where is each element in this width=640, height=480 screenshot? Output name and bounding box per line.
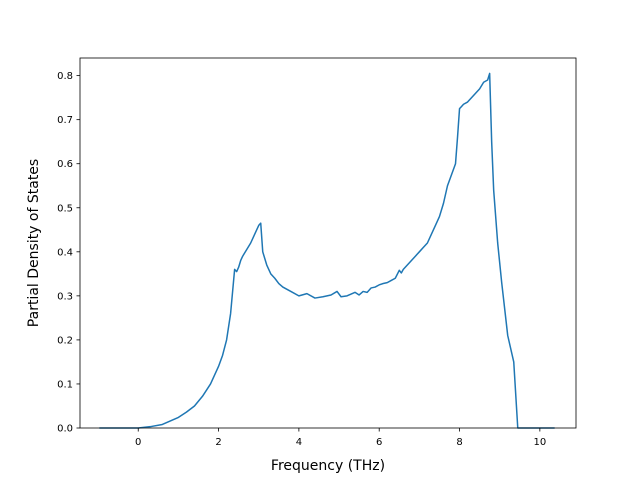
pdos-line — [99, 72, 555, 429]
y-tick-label: 0.6 — [57, 159, 73, 170]
x-tick-label: 2 — [215, 437, 221, 448]
y-tick-label: 0.7 — [57, 115, 73, 126]
y-axis-title: Partial Density of States — [26, 159, 42, 327]
y-axis: 0.0 0.1 0.2 0.3 0.4 0.5 0.6 0.7 0.8 — [57, 71, 80, 435]
y-tick-label: 0.1 — [57, 379, 73, 390]
plot-area — [99, 72, 555, 429]
y-tick-label: 0.2 — [57, 335, 73, 346]
y-tick-label: 0.8 — [57, 71, 73, 82]
y-tick-label: 0.4 — [57, 247, 73, 258]
y-tick-label: 0.5 — [57, 203, 73, 214]
x-tick-label: 10 — [533, 437, 546, 448]
x-axis-title: Frequency (THz) — [271, 458, 385, 474]
x-tick-label: 4 — [296, 437, 302, 448]
axes-frame — [79, 57, 577, 429]
y-tick-label: 0.0 — [57, 424, 73, 435]
y-tick-label: 0.3 — [57, 291, 73, 302]
x-tick-label: 6 — [376, 437, 382, 448]
x-tick-label: 8 — [456, 437, 462, 448]
x-tick-label: 0 — [135, 437, 141, 448]
x-axis: 0 2 4 6 8 10 — [135, 428, 546, 448]
